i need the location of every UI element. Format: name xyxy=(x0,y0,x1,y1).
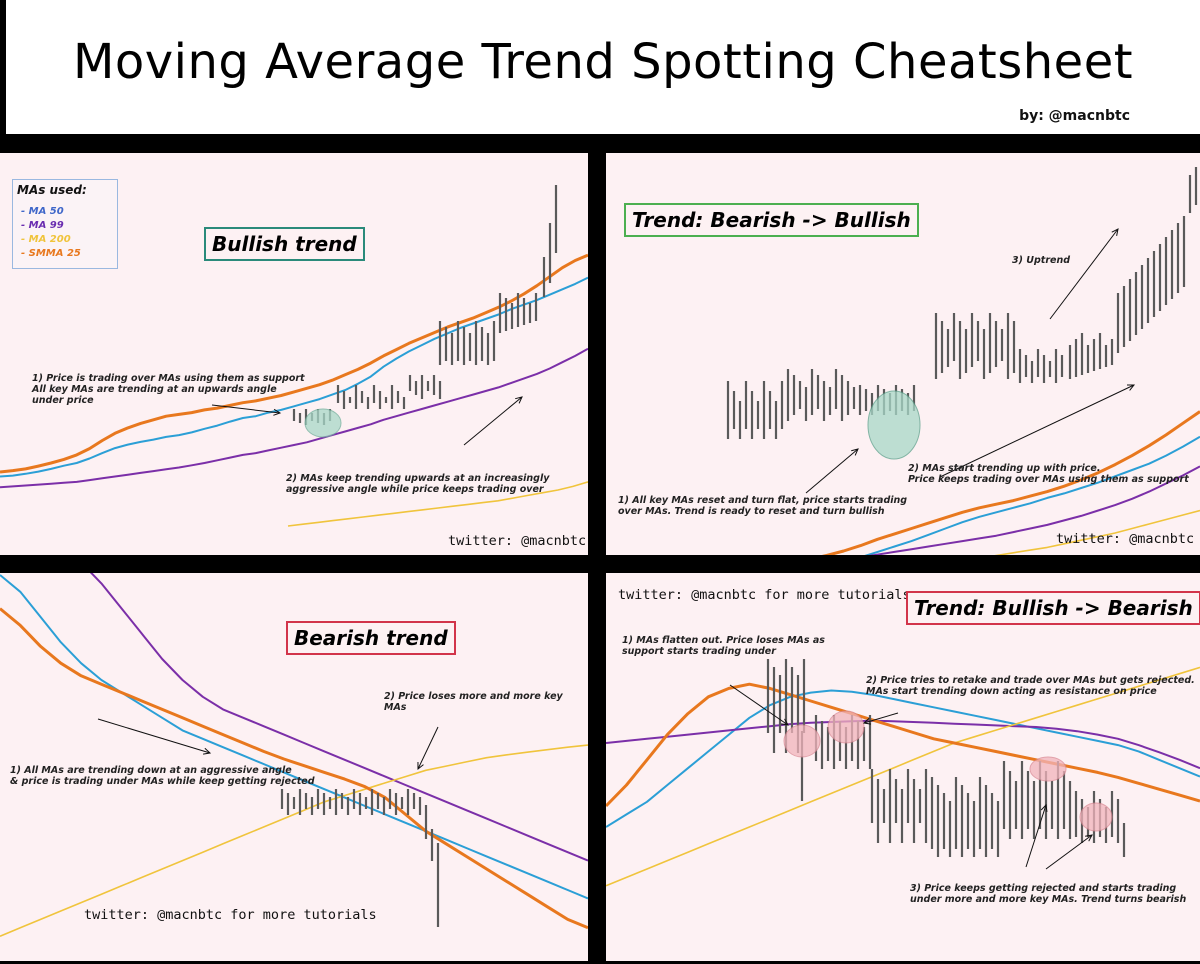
bear-to-bull-twitter: twitter: @macnbtc xyxy=(1056,531,1195,547)
series-line-ma50 xyxy=(864,435,1200,555)
annotation-arrow xyxy=(805,448,859,494)
bullish-twitter: twitter: @macnbtc xyxy=(448,533,587,549)
annotation-arrow xyxy=(463,396,523,446)
legend-item-smma25: - SMMA 25 xyxy=(21,248,81,259)
annotation-arrowhead xyxy=(862,717,871,725)
chart-bearish-trend xyxy=(0,573,588,937)
annotation-arrow xyxy=(1025,804,1047,868)
bull-to-bear-note-2: 2) Price tries to retake and trade over … xyxy=(866,675,1195,697)
annotation-arrow xyxy=(939,384,1135,478)
panel-bearish-to-bullish: Trend: Bearish -> Bullish 3) Uptrend 2) … xyxy=(606,153,1200,555)
bull-to-bear-note-1: 1) MAs flatten out. Price loses MAs as s… xyxy=(622,635,825,657)
annotation-arrow xyxy=(729,684,789,726)
bullish-note-2: 2) MAs keep trending upwards at an incre… xyxy=(286,473,550,495)
panel-bullish-trend: MAs used: - MA 50 - MA 99 - MA 200 - SMM… xyxy=(0,153,588,555)
bullish-note-1: 1) Price is trading over MAs using them … xyxy=(32,373,305,406)
annotation-arrowhead xyxy=(1040,803,1048,813)
bear-to-bull-label: Trend: Bearish -> Bullish xyxy=(624,203,919,237)
series-line-smma25 xyxy=(0,607,588,930)
bearish-twitter: twitter: @macnbtc for more tutorials xyxy=(84,907,377,923)
chart-bullish-to-bearish xyxy=(606,659,1200,887)
legend-item-ma200: - MA 200 xyxy=(21,234,71,245)
annotation-arrowhead xyxy=(273,408,282,416)
highlight-circle xyxy=(304,408,342,438)
series-line-smma25 xyxy=(821,410,1200,555)
bull-to-bear-twitter: twitter: @macnbtc for more tutorials xyxy=(618,587,911,603)
byline: by: @macnbtc xyxy=(1019,108,1130,124)
annotation-arrowhead xyxy=(417,761,424,771)
series-line-ma50 xyxy=(606,689,1200,828)
header: Moving Average Trend Spotting Cheatsheet… xyxy=(6,0,1200,134)
chart-bearish-to-bullish xyxy=(726,167,1200,555)
bear-to-bull-note-1: 1) All key MAs reset and turn flat, pric… xyxy=(618,495,908,517)
legend-item-ma99: - MA 99 xyxy=(21,220,64,231)
bear-to-bull-note-3: 3) Uptrend xyxy=(1012,255,1071,266)
annotation-arrowhead xyxy=(1085,834,1093,842)
series-line-ma99 xyxy=(868,465,1200,555)
series-line-ma99 xyxy=(606,719,1200,770)
page-title: Moving Average Trend Spotting Cheatsheet xyxy=(72,34,1134,90)
annotation-arrowhead xyxy=(515,396,523,404)
annotation-arrowhead xyxy=(203,747,212,755)
annotation-arrow xyxy=(211,404,281,414)
annotation-arrowhead xyxy=(851,448,859,456)
bearish-trend-label: Bearish trend xyxy=(286,621,456,655)
series-line-ma99 xyxy=(0,347,588,489)
bullish-trend-label: Bullish trend xyxy=(204,227,365,261)
highlight-circle xyxy=(783,724,821,758)
annotation-arrow xyxy=(1049,228,1119,320)
highlight-circle xyxy=(1079,802,1113,832)
annotation-arrow xyxy=(97,718,211,754)
bull-to-bear-label: Trend: Bullish -> Bearish xyxy=(906,591,1200,625)
highlight-circle xyxy=(867,390,921,460)
bear-to-bull-note-2: 2) MAs start trending up with price. Pri… xyxy=(908,463,1189,485)
series-line-smma25 xyxy=(606,682,1200,808)
chart-bullish-trend xyxy=(0,185,588,527)
bearish-note-1: 1) All MAs are trending down at an aggre… xyxy=(10,765,315,787)
annotation-arrowhead xyxy=(781,718,789,726)
series-line-ma200 xyxy=(0,744,588,937)
legend-title: MAs used: xyxy=(17,183,87,197)
series-line-ma99 xyxy=(89,573,588,862)
highlight-circle xyxy=(1029,756,1067,782)
panel-bullish-to-bearish: twitter: @macnbtc for more tutorials Tre… xyxy=(606,573,1200,961)
legend: MAs used: - MA 50 - MA 99 - MA 200 - SMM… xyxy=(12,179,118,269)
highlight-circle xyxy=(827,710,865,744)
series-line-ma200 xyxy=(606,666,1200,887)
annotation-arrowhead xyxy=(1126,384,1136,391)
annotation-arrow xyxy=(417,726,439,770)
annotation-arrow xyxy=(863,712,899,724)
series-line-ma50 xyxy=(0,574,588,900)
bull-to-bear-note-3: 3) Price keeps getting rejected and star… xyxy=(910,883,1187,905)
annotation-arrow xyxy=(1045,834,1093,870)
bearish-note-2: 2) Price loses more and more key MAs xyxy=(384,691,563,713)
series-line-ma200 xyxy=(287,481,588,527)
legend-item-ma50: - MA 50 xyxy=(21,206,64,217)
series-line-smma25 xyxy=(0,253,588,474)
series-line-ma200 xyxy=(994,509,1200,555)
panel-bearish-trend: Bearish trend 2) Price loses more and mo… xyxy=(0,573,588,961)
series-line-ma50 xyxy=(0,276,588,478)
annotation-arrowhead xyxy=(1111,228,1119,236)
